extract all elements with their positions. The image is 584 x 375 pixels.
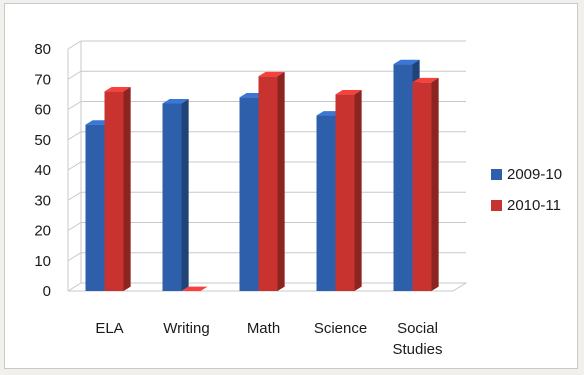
bar-top <box>104 86 131 92</box>
bar <box>412 77 439 292</box>
legend-swatch <box>491 200 502 211</box>
legend-item: 2009-10 <box>491 166 562 183</box>
x-category-label: Studies <box>392 341 442 358</box>
y-tick-label: 60 <box>34 102 51 119</box>
bar-side <box>181 99 189 291</box>
x-category-label: Writing <box>163 320 209 337</box>
bar-front <box>316 115 336 291</box>
bar-side <box>277 71 285 291</box>
y-tick-label: 10 <box>34 253 51 270</box>
bar-front <box>85 124 105 291</box>
gridline <box>67 70 466 80</box>
x-category-label: Math <box>247 320 280 337</box>
bar-front <box>393 64 413 291</box>
bar-front <box>239 97 259 292</box>
bar-front <box>104 91 124 291</box>
bars <box>85 59 439 292</box>
bar-top <box>162 99 189 104</box>
y-tick-label: 20 <box>34 223 51 240</box>
legend-swatch <box>491 169 502 180</box>
y-tick-label: 40 <box>34 162 51 179</box>
bar-front <box>335 94 355 291</box>
bar-top <box>335 89 362 95</box>
bar <box>181 286 208 291</box>
x-category-label: ELA <box>95 320 123 337</box>
bar <box>335 89 362 291</box>
legend-label: 2010-11 <box>507 197 561 214</box>
bar-top <box>412 77 439 83</box>
bar-chart: 0 10 20 30 40 50 60 70 80 ELA Writing Math Science S… <box>34 40 562 358</box>
x-category-label: Science <box>314 320 367 337</box>
bar <box>258 71 285 291</box>
bar-top <box>393 59 420 65</box>
bar-top <box>181 286 208 291</box>
bar-side <box>354 89 362 291</box>
y-tick-label: 50 <box>34 132 51 149</box>
x-axis-category-labels: ELA Writing Math Science Social Studies <box>95 320 442 358</box>
legend-label: 2009-10 <box>507 166 562 183</box>
y-axis-ticks: 0 10 20 30 40 50 60 70 80 <box>34 41 51 300</box>
chart-frame: 0 10 20 30 40 50 60 70 80 ELA Writing Math Science S… <box>4 3 578 369</box>
y-tick-label: 0 <box>43 283 51 300</box>
gridline <box>67 40 466 50</box>
bar-front <box>412 82 432 292</box>
bar-top <box>258 71 285 77</box>
bar-side <box>431 77 439 291</box>
y-tick-label: 30 <box>34 192 51 209</box>
bar-side <box>123 86 131 291</box>
x-category-label: Social <box>397 320 438 337</box>
bar-front <box>258 76 278 291</box>
legend: 2009-10 2010-11 <box>491 166 562 214</box>
y-tick-label: 70 <box>34 71 51 88</box>
bar-front <box>162 103 182 291</box>
bar <box>104 86 131 291</box>
legend-item: 2010-11 <box>491 197 561 214</box>
y-tick-label: 80 <box>34 41 51 58</box>
bar <box>162 99 189 291</box>
